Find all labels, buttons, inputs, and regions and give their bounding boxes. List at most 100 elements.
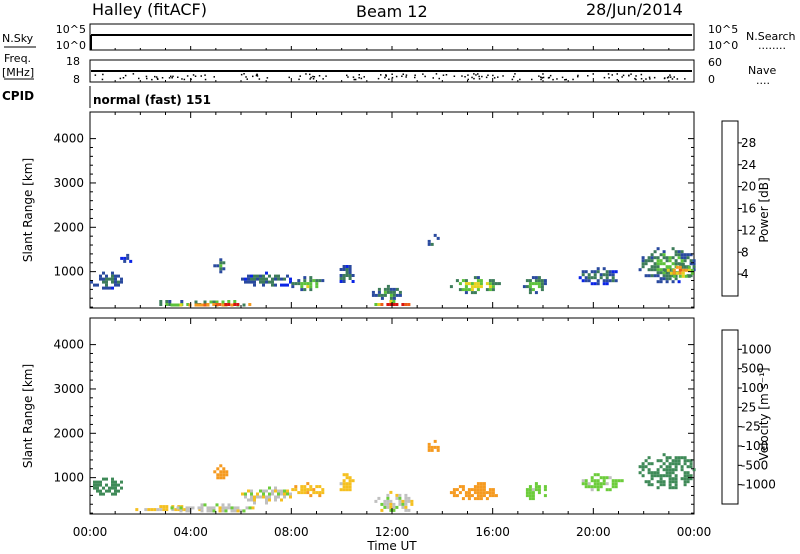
echo-cell: [427, 445, 431, 449]
echo-cell: [186, 303, 190, 306]
echo-cell: [212, 506, 216, 510]
echo-cell: [525, 279, 529, 283]
echo-cell: [401, 502, 405, 506]
echo-cell: [105, 283, 108, 287]
echo-cell: [102, 286, 105, 290]
echo-cell: [458, 282, 462, 286]
echo-cell: [671, 256, 675, 260]
echo-cell: [540, 288, 544, 292]
noise-left-tick-top: 10^5: [56, 23, 86, 36]
echo-cell: [253, 283, 256, 287]
echo-cell: [274, 486, 277, 490]
echo-cell: [348, 277, 352, 280]
echo-cell: [244, 277, 247, 281]
echo-cell: [200, 506, 204, 510]
echo-cell: [681, 274, 685, 278]
echo-cell: [590, 270, 594, 274]
echo-cell: [250, 495, 253, 499]
echo-cell: [392, 505, 396, 509]
echo-cell: [271, 489, 274, 493]
echo-cell: [464, 288, 468, 292]
echo-cell: [286, 492, 289, 496]
echo-cell: [197, 506, 201, 510]
echo-cell: [590, 479, 594, 483]
echo-cell: [525, 494, 529, 498]
power-panel: 1000 2000 3000 4000 Slant Range [km]: [21, 111, 696, 309]
echo-cell: [531, 276, 535, 280]
echo-cell: [102, 486, 105, 490]
echo-cell: [283, 492, 286, 496]
echo-cell: [262, 495, 265, 499]
echo-cell: [321, 488, 325, 492]
echo-cell: [380, 293, 384, 297]
echo-cell: [662, 262, 666, 266]
velocity-colorbar-label: Velocity [m s⁻¹]: [757, 367, 771, 460]
echo-cell: [464, 491, 468, 495]
echo-cell: [90, 280, 93, 284]
echo-cell: [271, 280, 274, 284]
echo-cell: [265, 498, 268, 502]
echo-cell: [528, 282, 532, 286]
echo-cell: [473, 282, 477, 286]
echo-cell: [117, 274, 120, 278]
echo-cell: [596, 488, 600, 492]
echo-cell: [644, 274, 648, 278]
freq-left-tick-bottom: 8: [73, 73, 80, 86]
echo-cell: [680, 256, 684, 260]
echo-cell: [283, 283, 286, 287]
echo-cell: [458, 288, 462, 292]
y-tick-label: 4000: [53, 132, 84, 146]
echo-cell: [315, 485, 319, 489]
echo-cell: [280, 492, 283, 496]
echo-cell: [485, 497, 489, 501]
x-tick-label: 00:00: [677, 525, 712, 539]
echo-cell: [274, 498, 277, 502]
echo-cell: [345, 485, 349, 489]
echo-cell: [464, 285, 468, 289]
echo-cell: [653, 265, 657, 269]
echo-cell: [303, 491, 307, 495]
echo-cell: [461, 497, 465, 501]
echo-cell: [129, 259, 133, 263]
echo-cell: [410, 502, 414, 506]
echo-cell: [650, 256, 654, 260]
echo-cell: [665, 280, 669, 284]
echo-cell: [467, 282, 471, 286]
echo-cell: [674, 468, 678, 472]
echo-cell: [398, 502, 402, 506]
echo-cell: [650, 477, 654, 481]
echo-cell: [668, 274, 672, 278]
echo-cell: [345, 274, 349, 277]
echo-cell: [309, 279, 313, 283]
echo-cell: [300, 288, 304, 292]
echo-cell: [392, 287, 396, 291]
echo-cell: [348, 482, 352, 486]
echo-cell: [291, 488, 295, 492]
echo-cell: [111, 486, 114, 490]
echo-cell: [683, 259, 687, 263]
echo-cell: [102, 280, 105, 284]
echo-cell: [348, 268, 352, 271]
echo-cell: [342, 280, 346, 283]
echo-cell: [265, 280, 268, 284]
echo-cell: [289, 277, 292, 281]
echo-cell: [479, 282, 483, 286]
echo-cell: [656, 265, 660, 269]
echo-cell: [221, 300, 225, 304]
echo-cell: [430, 448, 434, 452]
echo-cell: [683, 253, 687, 257]
echo-cell: [668, 483, 672, 487]
echo-cell: [656, 259, 660, 263]
echo-cell: [677, 456, 681, 460]
echo-cell: [686, 253, 690, 257]
echo-cell: [596, 270, 600, 274]
echo-cell: [479, 485, 483, 489]
echo-cell: [309, 276, 313, 280]
echo-cell: [650, 268, 654, 272]
echo-cell: [283, 277, 286, 281]
echo-cell: [342, 488, 346, 492]
echo-cell: [221, 509, 225, 513]
echo-cell: [105, 274, 108, 278]
echo-cell: [638, 268, 642, 272]
echo-cell: [306, 482, 310, 486]
